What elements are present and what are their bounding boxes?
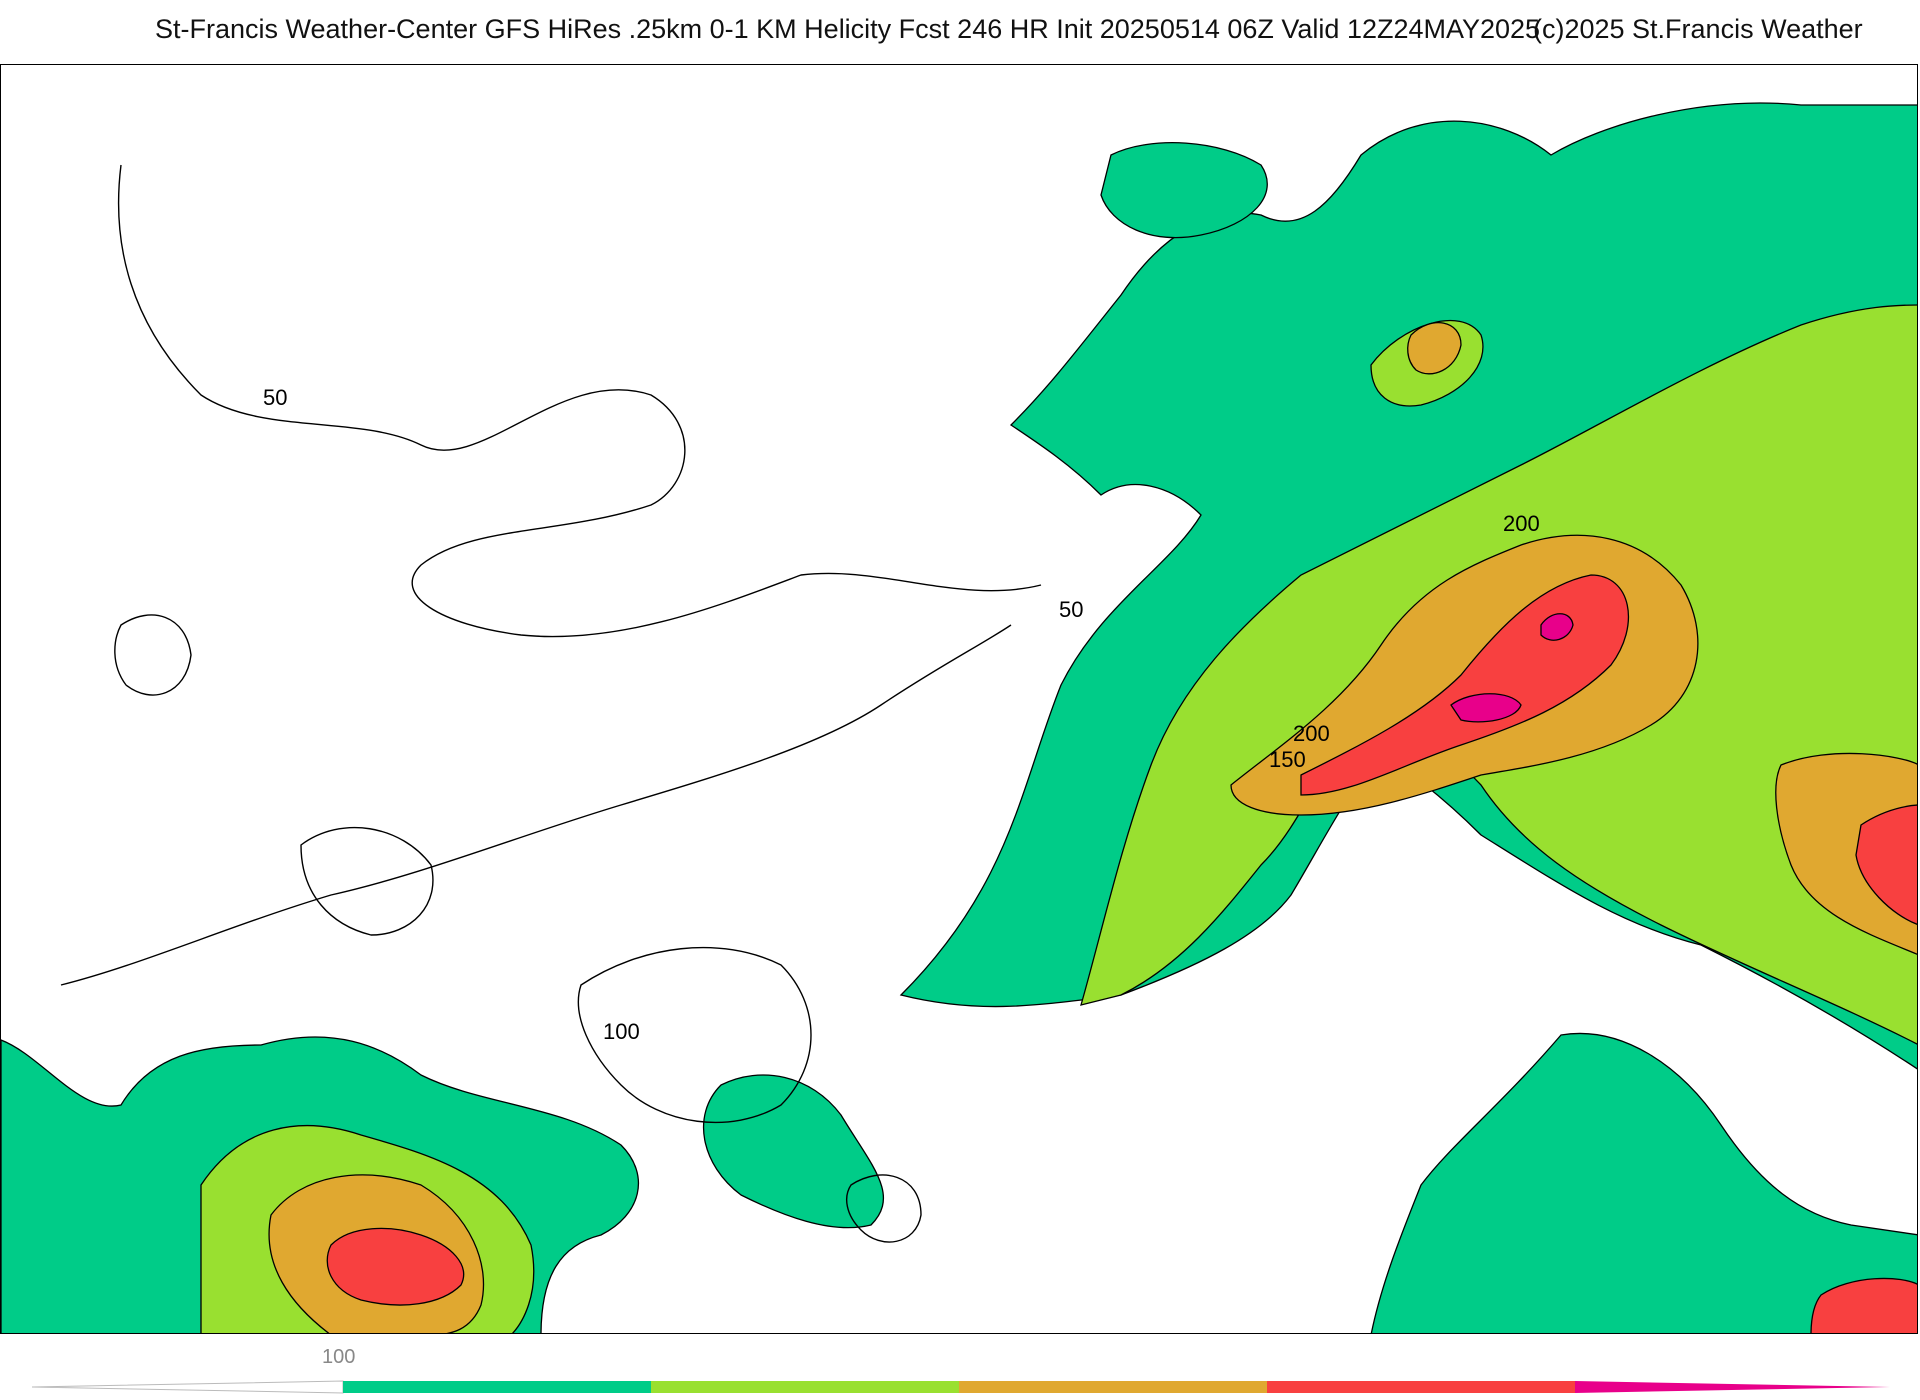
- helicity-map: 50 50 100 150 200 200: [1, 102, 1917, 1333]
- contour-label-layer: 50 50 100 150 200 200: [263, 385, 1540, 1044]
- helicity-area-300-north: [1540, 613, 1574, 641]
- contour-50-west: [117, 164, 1042, 638]
- helicity-contour-lines: [60, 164, 1042, 1243]
- contour-label: 150: [1269, 747, 1306, 772]
- helicity-area-250-southwest: [326, 1227, 465, 1306]
- contour-label: 50: [263, 385, 287, 410]
- colorbar-swatch-150: [651, 1381, 959, 1393]
- contour-label: 200: [1293, 721, 1330, 746]
- helicity-area-200-east: [1775, 752, 1917, 955]
- helicity-area-100-southeast: [1370, 1032, 1917, 1333]
- colorbar-graphic: [31, 1380, 1890, 1394]
- map-title-bar: St-Francis Weather-Center GFS HiRes .25k…: [0, 14, 1920, 54]
- colorbar-over-triangle: [1575, 1381, 1890, 1393]
- contour-label: 200: [1503, 511, 1540, 536]
- contour-50-south: [60, 624, 1012, 986]
- copyright-text: (c)2025 St.Francis Weather: [1533, 14, 1863, 44]
- contour-blob-b: [114, 614, 192, 696]
- colorbar-under-triangle: [31, 1380, 344, 1394]
- helicity-area-250-east: [1855, 804, 1917, 925]
- colorbar-swatch-250: [1267, 1381, 1575, 1393]
- contour-blob-c: [845, 1174, 922, 1243]
- contour-label: 100: [603, 1019, 640, 1044]
- helicity-fill-layer: [1, 102, 1917, 1333]
- helicity-area-200-upper: [1407, 322, 1462, 375]
- contour-label: 50: [1059, 597, 1083, 622]
- contour-100-central: [577, 946, 812, 1124]
- map-panel: 50 50 100 150 200 200: [0, 64, 1918, 1334]
- contour-blob-a: [300, 826, 434, 936]
- colorbar-swatch-100: [343, 1381, 651, 1393]
- map-title: St-Francis Weather-Center GFS HiRes .25k…: [155, 14, 1541, 44]
- colorbar: 100: [0, 1340, 1920, 1400]
- colorbar-swatch-200: [959, 1381, 1267, 1393]
- helicity-area-300-northeast: [1450, 693, 1522, 723]
- helicity-area-250-southeast: [1810, 1277, 1917, 1333]
- helicity-area-100-north: [1100, 142, 1268, 239]
- helicity-area-100-central: [702, 1074, 884, 1229]
- colorbar-tick-label: 100: [322, 1346, 356, 1368]
